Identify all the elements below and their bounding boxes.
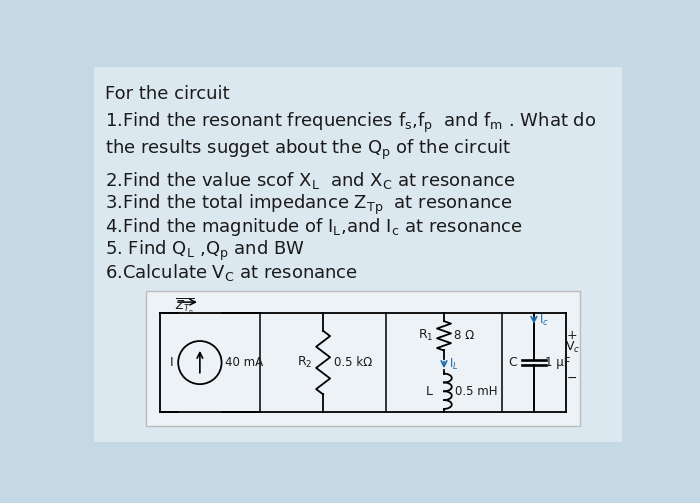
Text: +: + — [566, 329, 577, 342]
Text: I: I — [170, 356, 174, 369]
Text: 4.Find the magnitude of I$_{\mathsf{L}}$,and I$_{\mathsf{c}}$ at resonance: 4.Find the magnitude of I$_{\mathsf{L}}$… — [104, 216, 522, 238]
Text: 3.Find the total impedance Z$_{\mathsf{Tp}}$  at resonance: 3.Find the total impedance Z$_{\mathsf{T… — [104, 193, 512, 217]
Text: $\overline{Z_{T_p}}$: $\overline{Z_{T_p}}$ — [175, 296, 195, 316]
Text: 2.Find the value scof X$_{\mathsf{L}}$  and X$_{\mathsf{C}}$ at resonance: 2.Find the value scof X$_{\mathsf{L}}$ a… — [104, 170, 515, 191]
Text: R$_1$: R$_1$ — [418, 328, 433, 344]
Text: −: − — [566, 372, 577, 384]
Text: 1.Find the resonant frequencies f$_{\mathsf{s}}$,f$_{\mathsf{p}}$  and f$_{\math: 1.Find the resonant frequencies f$_{\mat… — [104, 111, 596, 135]
Text: R$_2$: R$_2$ — [297, 355, 312, 370]
Text: L: L — [426, 385, 433, 398]
Text: 5. Find Q$_{\mathsf{L}}$ ,Q$_{\mathsf{p}}$ and BW: 5. Find Q$_{\mathsf{L}}$ ,Q$_{\mathsf{p}… — [104, 239, 304, 263]
Text: 8 Ω: 8 Ω — [454, 329, 475, 343]
Text: V$_c$: V$_c$ — [565, 340, 580, 355]
Text: 1 μF: 1 μF — [545, 356, 570, 369]
Text: 0.5 kΩ: 0.5 kΩ — [334, 356, 372, 369]
FancyBboxPatch shape — [94, 66, 622, 442]
Text: C: C — [508, 356, 517, 369]
Text: 40 mA: 40 mA — [225, 356, 262, 369]
Text: the results sugget about the Q$_{\mathsf{p}}$ of the circuit: the results sugget about the Q$_{\mathsf… — [104, 137, 511, 161]
Text: I$_c$: I$_c$ — [538, 313, 549, 328]
FancyBboxPatch shape — [146, 291, 580, 426]
Text: 6.Calculate V$_{\mathsf{C}}$ at resonance: 6.Calculate V$_{\mathsf{C}}$ at resonanc… — [104, 262, 358, 283]
Text: I$_L$: I$_L$ — [449, 357, 459, 372]
Text: For the circuit: For the circuit — [104, 85, 229, 103]
Text: 0.5 mH: 0.5 mH — [455, 385, 497, 398]
